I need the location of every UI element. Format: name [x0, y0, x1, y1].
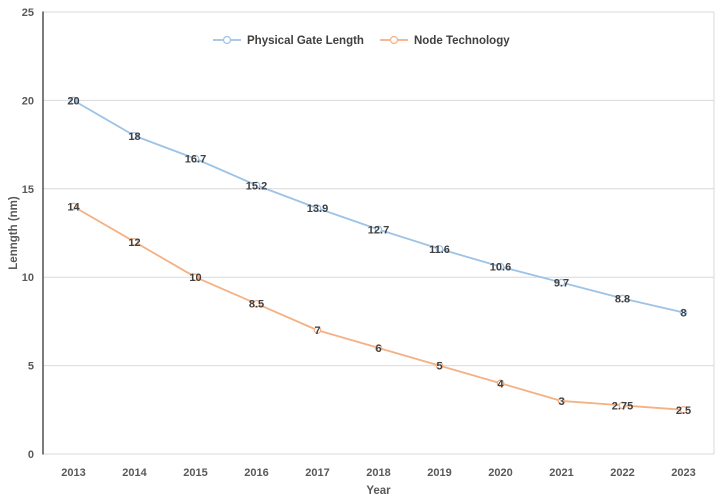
data-marker-physical-gate-length: [69, 96, 78, 105]
data-label-node-technology: 14: [67, 201, 80, 213]
x-tick-label: 2017: [305, 467, 329, 479]
y-tick-label: 15: [22, 184, 34, 196]
legend-label-physical-gate-length: Physical Gate Length: [247, 35, 364, 47]
x-tick-label: 2018: [366, 467, 390, 479]
data-marker-node-technology: [69, 202, 78, 211]
data-marker-node-technology: [679, 405, 688, 414]
x-tick-label: 2023: [671, 467, 695, 479]
y-tick-label: 0: [28, 449, 34, 461]
data-label-node-technology: 2.75: [612, 400, 633, 412]
y-tick-label: 25: [22, 7, 34, 19]
data-label-physical-gate-length: 16.7: [185, 154, 206, 166]
data-marker-node-technology: [496, 379, 505, 388]
data-marker-physical-gate-length: [191, 154, 200, 163]
data-marker-physical-gate-length: [435, 245, 444, 253]
data-label-physical-gate-length: 8: [680, 308, 686, 320]
data-label-physical-gate-length: 13.9: [307, 203, 328, 215]
data-marker-physical-gate-length: [374, 225, 383, 234]
data-label-physical-gate-length: 15.2: [246, 180, 267, 192]
legend-marker-node-technology: [389, 35, 399, 45]
data-marker-node-technology: [130, 238, 139, 246]
data-marker-node-technology: [557, 397, 566, 405]
data-label-node-technology: 10: [189, 272, 201, 284]
x-tick-label: 2021: [549, 467, 573, 479]
x-tick-label: 2013: [61, 467, 85, 479]
x-tick-label: 2015: [183, 467, 207, 479]
data-label-node-technology: 8.5: [249, 299, 264, 311]
data-marker-physical-gate-length: [130, 131, 139, 140]
data-marker-physical-gate-length: [252, 181, 261, 190]
data-marker-node-technology: [618, 401, 627, 410]
x-tick-label: 2019: [427, 467, 451, 479]
data-marker-physical-gate-length: [313, 204, 322, 213]
data-label-physical-gate-length: 11.6: [429, 244, 450, 256]
x-tick-label: 2014: [122, 467, 147, 479]
data-marker-physical-gate-length: [679, 308, 688, 317]
data-label-physical-gate-length: 9.7: [554, 278, 569, 290]
data-marker-node-technology: [435, 361, 444, 370]
data-label-node-technology: 7: [314, 325, 320, 337]
y-axis-title: Lenngth (nm): [8, 196, 20, 270]
x-tick-label: 2020: [488, 467, 512, 479]
legend-label-node-technology: Node Technology: [414, 35, 510, 47]
data-label-node-technology: 2.5: [676, 405, 691, 417]
series-line-node-technology: [73, 205, 684, 411]
data-label-physical-gate-length: 10.6: [490, 262, 511, 274]
data-label-physical-gate-length: 8.8: [615, 293, 630, 305]
data-label-node-technology: 5: [436, 361, 442, 373]
data-marker-node-technology: [313, 326, 322, 335]
data-marker-physical-gate-length: [557, 278, 566, 287]
series-line-physical-gate-length: [73, 99, 684, 314]
data-label-node-technology: 12: [128, 237, 140, 249]
data-label-node-technology: 3: [558, 396, 564, 408]
legend-marker-physical-gate-length: [222, 35, 232, 45]
data-marker-physical-gate-length: [618, 294, 627, 303]
data-marker-physical-gate-length: [496, 262, 505, 271]
x-axis-title: Year: [366, 485, 391, 497]
data-label-node-technology: 6: [375, 343, 381, 355]
data-label-physical-gate-length: 20: [67, 95, 79, 107]
data-label-physical-gate-length: 12.7: [368, 224, 389, 236]
y-tick-label: 5: [28, 361, 34, 373]
data-marker-node-technology: [374, 344, 383, 352]
data-marker-node-technology: [191, 273, 200, 282]
data-label-node-technology: 4: [497, 378, 504, 390]
x-tick-label: 2016: [244, 467, 268, 479]
y-tick-label: 10: [22, 272, 34, 284]
data-label-physical-gate-length: 18: [128, 131, 140, 143]
x-tick-label: 2022: [610, 467, 634, 479]
data-marker-node-technology: [252, 299, 261, 308]
y-tick-label: 20: [22, 95, 34, 107]
